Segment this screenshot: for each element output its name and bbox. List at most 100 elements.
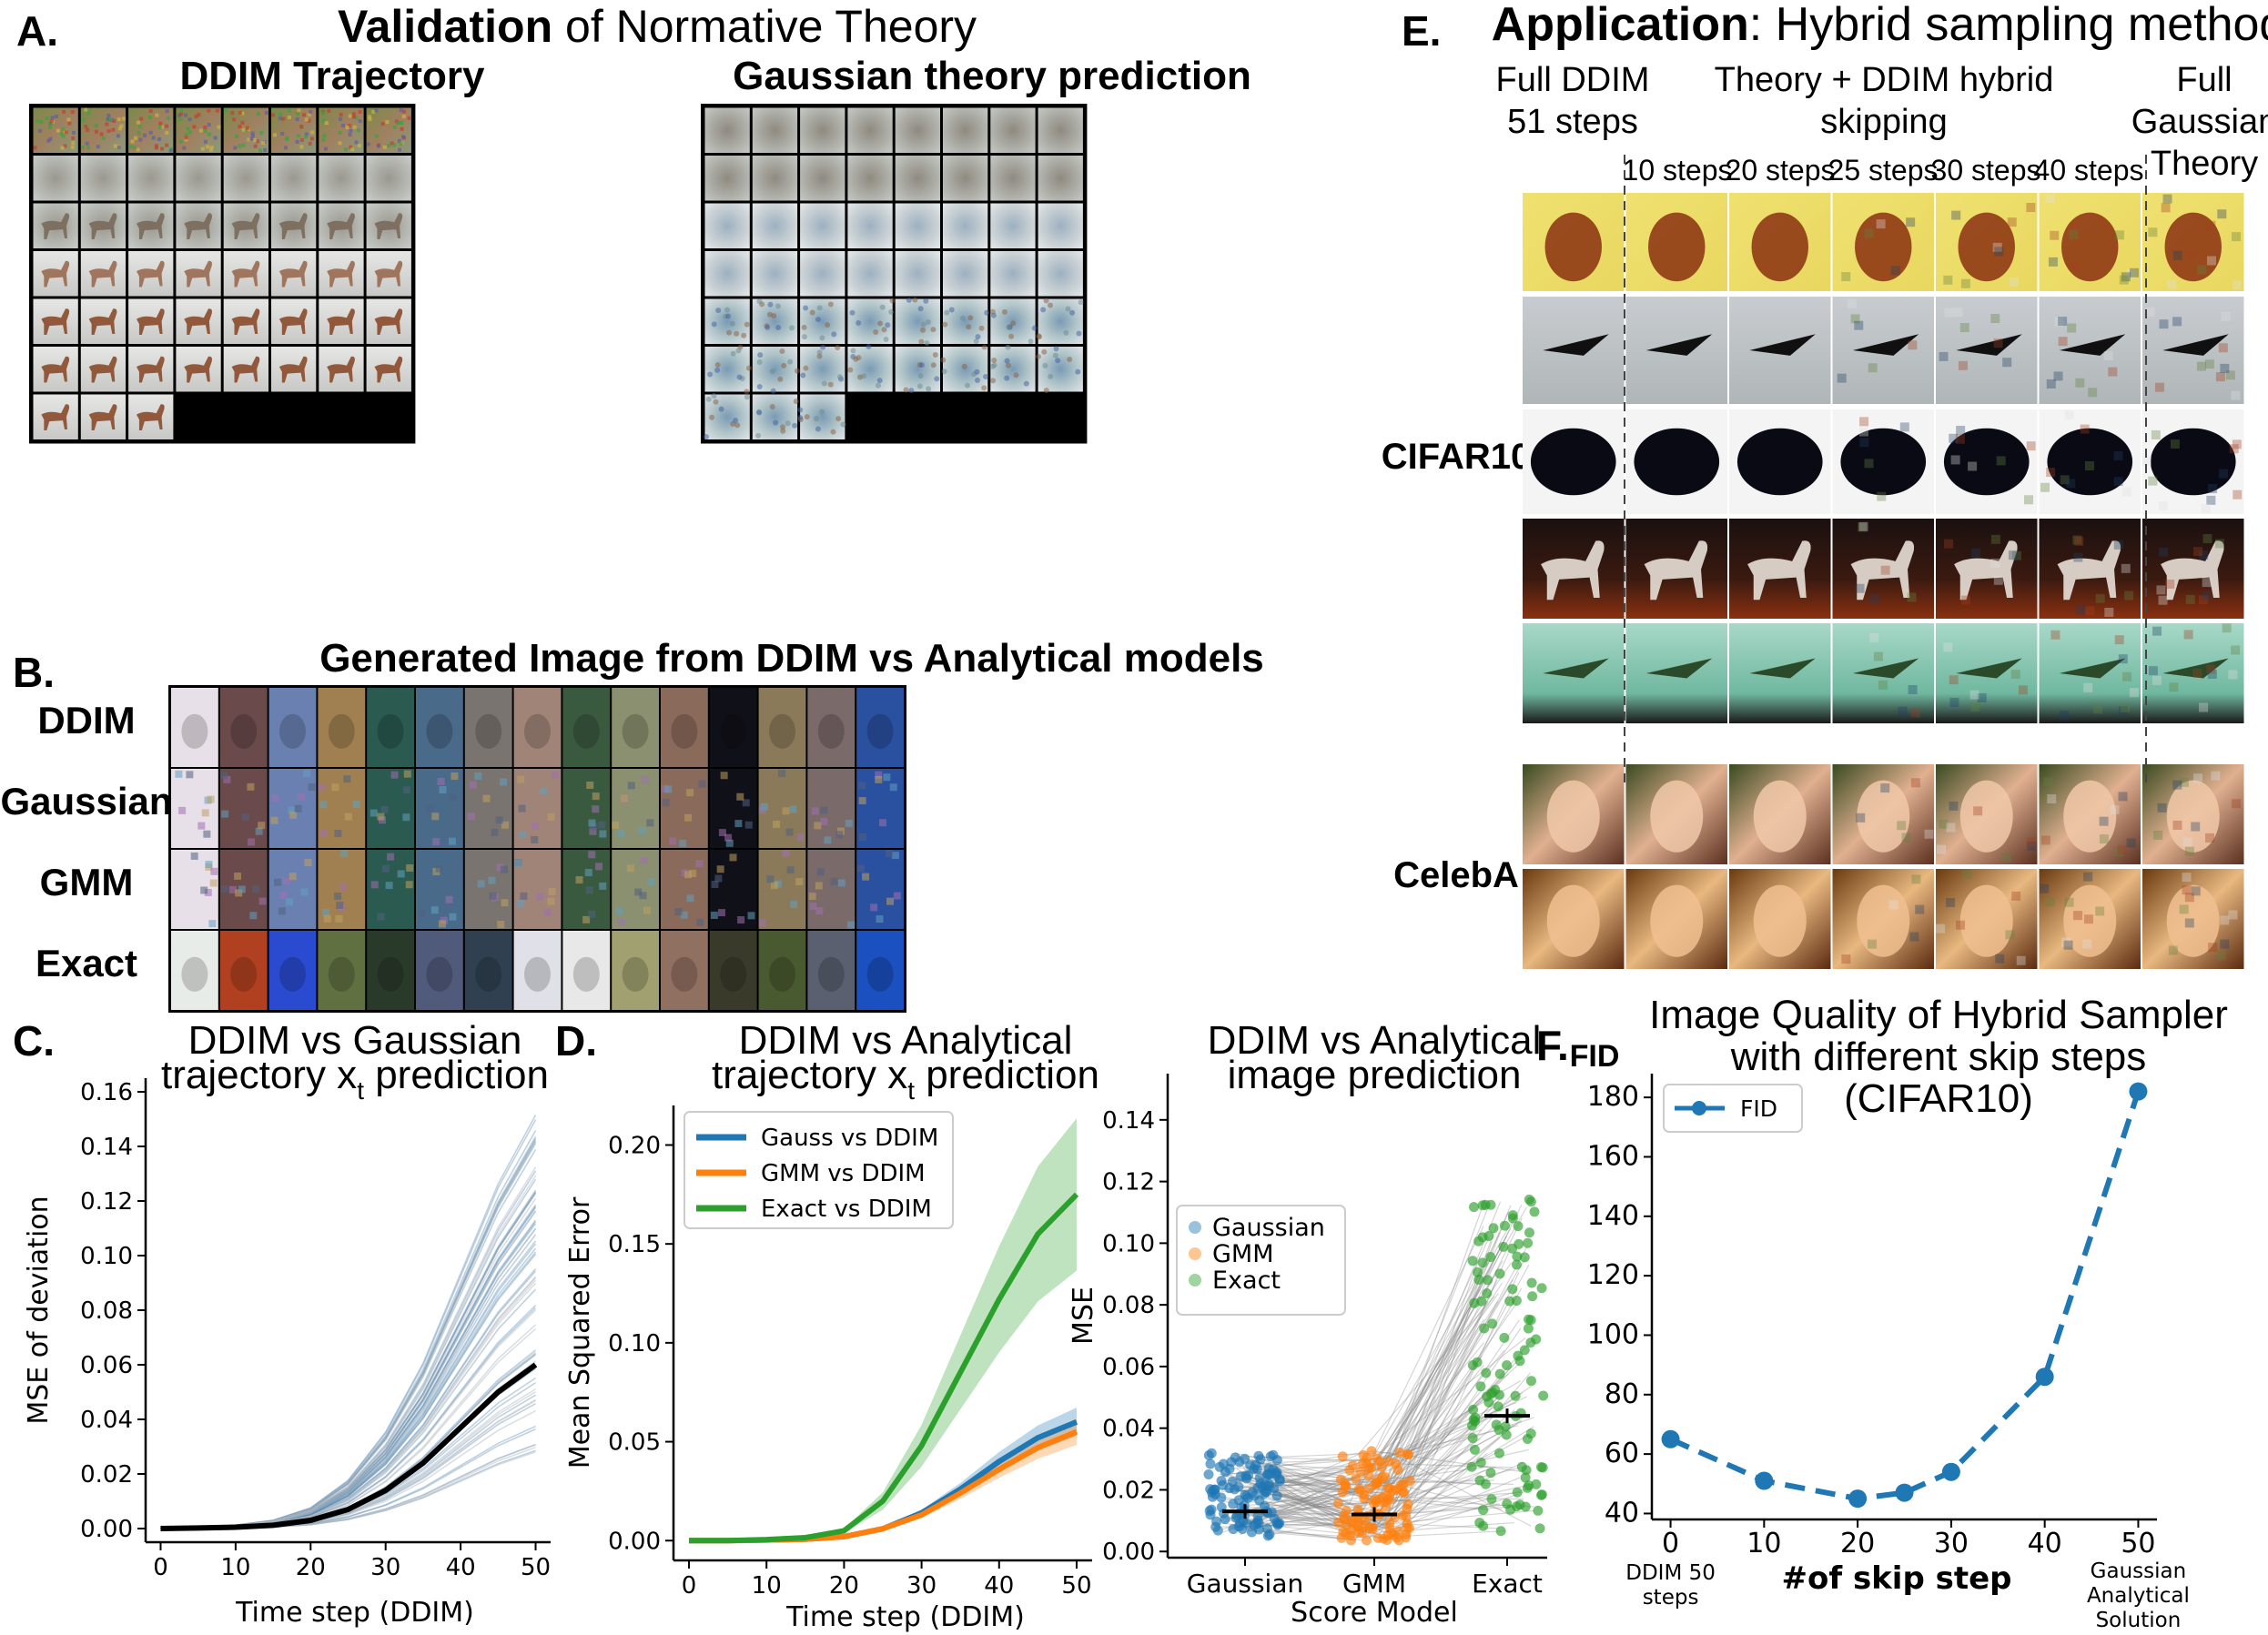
pair-line [1250, 1211, 1509, 1516]
noise-dot [259, 131, 264, 136]
legend-label: FID [1740, 1095, 1777, 1122]
noise-dot [165, 109, 169, 114]
noise-patch [820, 817, 828, 825]
artifact-patch [2009, 277, 2019, 287]
noise-dot [192, 125, 197, 129]
trajectory-frame [366, 156, 411, 201]
data-point [1479, 1323, 1490, 1334]
data-point [1490, 1385, 1501, 1396]
data-point [1240, 1453, 1250, 1464]
texture-dot [1001, 308, 1007, 315]
noise-patch [258, 822, 266, 830]
noise-dot [295, 139, 299, 144]
artifact-patch [1897, 821, 1907, 831]
texture-dot [714, 362, 721, 368]
artifact-patch [2199, 702, 2209, 712]
trajectory-frame [895, 203, 940, 248]
texture-dot [709, 414, 715, 420]
noise-dot [48, 122, 53, 126]
noise-patch [279, 892, 288, 900]
noise-dot [350, 147, 355, 152]
texture-dot [965, 382, 971, 389]
noise-dot [71, 141, 76, 146]
data-point [1376, 1461, 1387, 1472]
noise-dot [101, 136, 106, 140]
noise-patch [770, 882, 778, 890]
y-tick-label: 80 [1605, 1378, 1639, 1410]
artifact-patch [2202, 534, 2212, 544]
noise-patch [617, 919, 625, 927]
texture-dot [803, 305, 809, 311]
data-point [1228, 1499, 1239, 1509]
pair-line [1254, 1201, 1502, 1483]
noise-dot [66, 117, 71, 122]
data-point [1525, 1337, 1536, 1348]
data-point [1475, 1381, 1486, 1392]
trajectory-frame [223, 203, 268, 248]
data-point [1478, 1505, 1489, 1516]
trajectory-frame [223, 107, 268, 153]
noise-patch [186, 771, 194, 779]
horse-shape [231, 260, 260, 288]
noise-dot [374, 134, 379, 138]
noise-dot [322, 134, 327, 138]
trajectory-frame [800, 107, 845, 153]
horse-shape [136, 356, 165, 383]
noise-patch [178, 806, 187, 814]
trajectory-frame [1036, 298, 1084, 344]
object-blob [377, 713, 404, 749]
horse-shape [1954, 540, 2018, 601]
artifact-patch [1990, 314, 2000, 324]
noise-dot [398, 120, 402, 125]
texture-dot [883, 336, 889, 342]
data-point [1362, 1535, 1372, 1546]
fid-line [1669, 1090, 2141, 1502]
artifact-patch [1936, 844, 1946, 854]
noise-patch [599, 882, 607, 890]
face-shape [1650, 780, 1704, 853]
noise-dot [357, 144, 361, 148]
texture-dot [804, 414, 810, 420]
noise-patch [582, 915, 591, 923]
x-tick-label: 20 [1840, 1528, 1875, 1559]
noise-patch [308, 783, 316, 792]
noise-dot [295, 117, 299, 122]
sample-image [661, 688, 708, 767]
texture-dot [926, 386, 932, 392]
legend-label: Gaussian [1212, 1214, 1325, 1242]
pair-line [1240, 1232, 1501, 1493]
artifact-patch [2221, 311, 2231, 321]
texture-dot [948, 307, 955, 313]
texture-dot [718, 406, 724, 412]
x-tick-label: 20 [296, 1554, 326, 1581]
blur-frame [80, 156, 127, 201]
noise-dot [250, 134, 255, 138]
artifact-patch [2216, 951, 2226, 961]
object-blob [523, 956, 552, 992]
noise-patch [532, 822, 540, 830]
noise-dot [285, 137, 289, 142]
artifact-patch [2192, 668, 2202, 678]
trajectory-frame [366, 107, 411, 153]
trajectory-frame [128, 347, 174, 392]
texture-dot [919, 327, 926, 333]
texture-dot [853, 356, 859, 362]
texture-dot [770, 388, 776, 394]
x-tick-label: 10 [220, 1554, 250, 1581]
noise-patch [717, 909, 725, 917]
texture-dot [794, 368, 800, 374]
data-point [1473, 1274, 1484, 1285]
noise-patch [876, 915, 884, 923]
artifact-patch [2069, 229, 2079, 239]
texture-dot [733, 418, 739, 424]
noise-patch [449, 913, 457, 921]
object-blob [817, 713, 845, 749]
noise-dot [339, 113, 343, 117]
noise-dot [165, 130, 169, 135]
noise-patch [664, 785, 673, 793]
texture-dot [1004, 358, 1010, 364]
artifact-patch [2156, 585, 2166, 595]
artifact-patch [2220, 915, 2230, 925]
blur-frame [847, 107, 893, 153]
data-point [1240, 1470, 1251, 1481]
